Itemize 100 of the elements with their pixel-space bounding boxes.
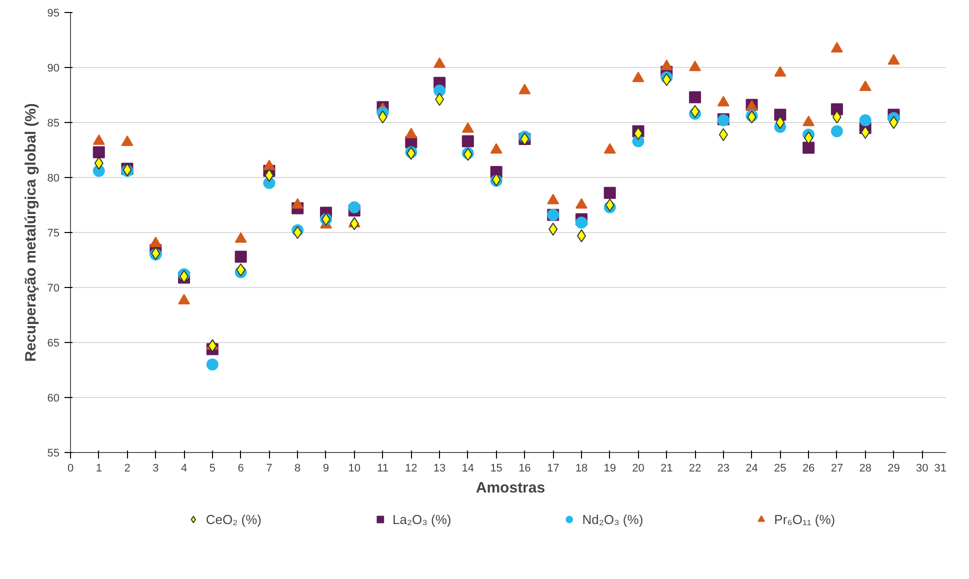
point	[434, 57, 446, 68]
x-tick-label: 4	[180, 462, 188, 474]
point	[859, 114, 872, 126]
point	[689, 60, 702, 72]
x-tick-label: 20	[632, 462, 644, 474]
point	[888, 54, 900, 65]
point	[490, 143, 502, 154]
point	[604, 143, 616, 154]
x-tick-label: 9	[322, 462, 330, 474]
point	[632, 72, 644, 82]
point	[378, 110, 388, 124]
point	[264, 168, 274, 182]
x-tick-label: 30	[916, 462, 928, 474]
x-tick-label: 28	[859, 462, 872, 474]
x-tick-label: 15	[490, 462, 502, 474]
point	[292, 198, 304, 209]
point	[435, 92, 444, 106]
point	[92, 134, 105, 145]
point	[94, 156, 104, 170]
x-tick-label: 12	[405, 462, 418, 474]
x-tick-label: 18	[575, 462, 588, 474]
point	[634, 127, 643, 140]
x-tick-label: 24	[746, 462, 758, 474]
point	[717, 96, 730, 106]
x-tick-label: 25	[774, 462, 786, 474]
point	[776, 116, 785, 129]
x-tick-label: 1	[96, 462, 102, 474]
x-tick-label: 27	[830, 462, 844, 474]
point	[660, 60, 673, 70]
y-tick-label: 65	[47, 338, 60, 350]
point	[350, 217, 359, 230]
x-tick-label: 13	[433, 462, 446, 474]
point	[859, 80, 872, 91]
point	[405, 128, 418, 138]
x-tick-label: 29	[888, 462, 900, 474]
point	[434, 84, 446, 97]
point	[518, 84, 531, 94]
x-tick-label: 26	[802, 462, 815, 474]
point	[263, 160, 276, 170]
point	[690, 105, 700, 118]
x-tick-label: 16	[518, 462, 531, 474]
point	[832, 110, 842, 124]
y-tick-label: 85	[47, 118, 60, 130]
point	[150, 236, 162, 248]
y-axis-title: Recuperação metalúrgica global (%)	[22, 103, 40, 362]
y-tick-label: 75	[47, 228, 60, 240]
point	[462, 135, 474, 148]
legend-label: CeO₂ (%)	[206, 512, 262, 526]
x-tick-label: 7	[266, 462, 272, 474]
x-tick-label: 6	[238, 462, 244, 474]
point	[234, 250, 247, 263]
point	[92, 146, 105, 158]
y-tick-label: 80	[47, 172, 60, 184]
point	[605, 198, 614, 212]
point	[547, 194, 560, 204]
x-tick-label: 8	[294, 462, 301, 474]
y-tick-label: 90	[47, 62, 60, 74]
point	[206, 358, 218, 370]
y-tick-label: 95	[47, 8, 60, 20]
point	[802, 142, 815, 154]
legend-label: Nd₂O₃ (%)	[582, 512, 644, 526]
point	[462, 122, 474, 133]
y-tick-label: 55	[47, 448, 60, 460]
point	[604, 186, 616, 199]
point	[121, 135, 134, 146]
x-tick-label: 31	[934, 462, 947, 474]
x-tick-label: 5	[209, 462, 216, 474]
point	[774, 66, 786, 77]
x-tick-label: 2	[124, 462, 130, 474]
point	[293, 226, 302, 239]
point	[830, 42, 843, 52]
x-tick-label: 23	[717, 462, 730, 474]
point	[802, 116, 815, 126]
x-tick-label: 3	[152, 462, 159, 474]
x-tick-label: 19	[604, 462, 616, 474]
x-tick-label: 21	[660, 462, 673, 474]
point	[662, 73, 672, 86]
point	[689, 91, 702, 104]
point	[348, 201, 360, 214]
point	[548, 222, 558, 236]
point	[236, 263, 246, 276]
point	[718, 128, 728, 142]
x-tick-label: 22	[688, 462, 702, 474]
x-tick-label: 10	[348, 462, 361, 474]
point	[208, 339, 217, 352]
x-tick-label: 14	[462, 462, 474, 474]
point	[860, 126, 870, 139]
legend-label: La₂O₃ (%)	[392, 512, 452, 526]
point	[575, 198, 588, 209]
x-tick-label: 17	[546, 462, 560, 474]
legend-label: Pr₆O₁₁ (%)	[774, 512, 836, 526]
y-tick-label: 60	[47, 392, 60, 404]
point	[576, 229, 586, 242]
point	[804, 131, 814, 144]
point	[830, 125, 843, 138]
x-tick-label: 0	[67, 462, 74, 474]
y-tick-label: 70	[47, 282, 60, 294]
point	[889, 116, 898, 129]
x-tick-label: 11	[377, 462, 388, 474]
point	[575, 216, 588, 229]
